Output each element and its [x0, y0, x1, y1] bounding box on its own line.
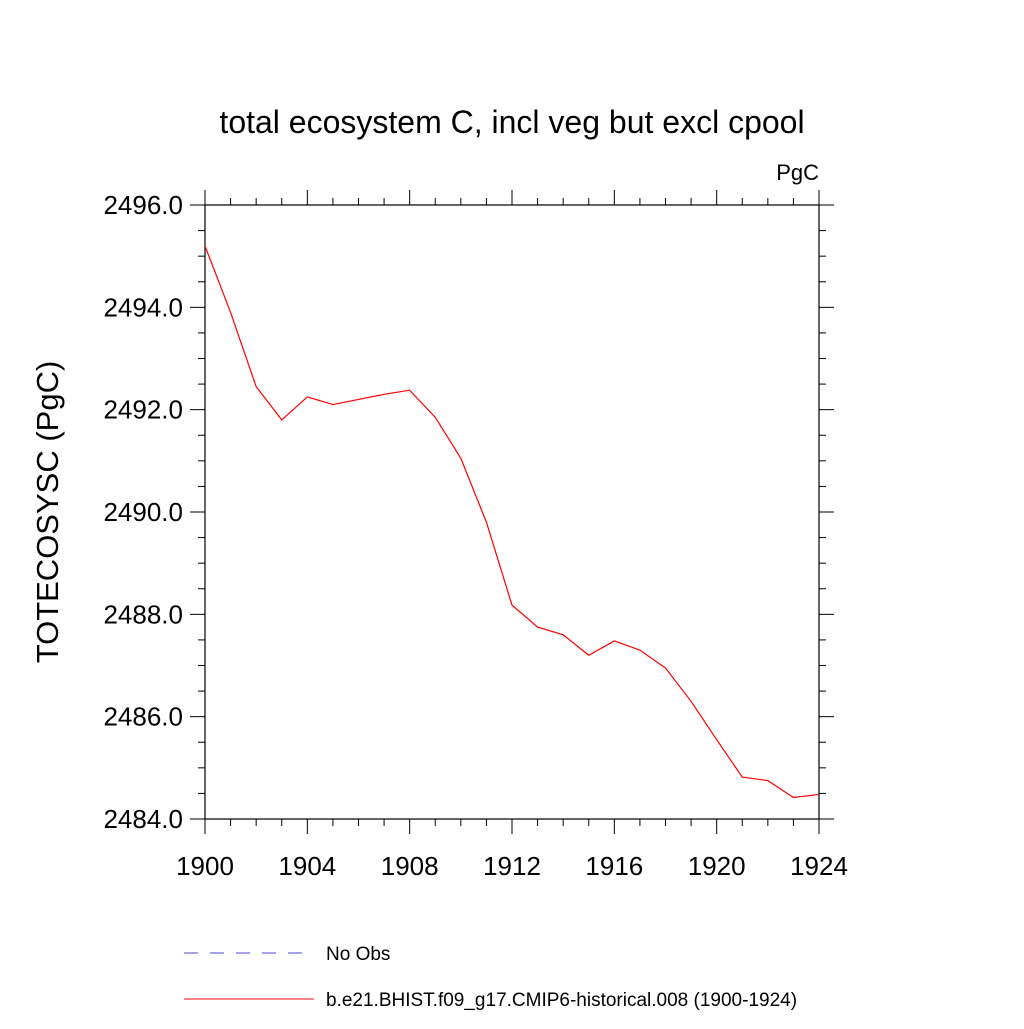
- y-tick-label: 2494.0: [103, 292, 183, 322]
- y-tick-label: 2490.0: [103, 497, 183, 527]
- y-tick-label: 2496.0: [103, 190, 183, 220]
- x-tick-label: 1912: [483, 851, 541, 881]
- x-tick-label: 1908: [381, 851, 439, 881]
- legend-label: b.e21.BHIST.f09_g17.CMIP6-historical.008…: [326, 990, 797, 1011]
- legend-label: No Obs: [326, 944, 390, 965]
- x-tick-label: 1904: [278, 851, 336, 881]
- x-tick-label: 1924: [790, 851, 848, 881]
- plot-area: 1900 1904 1908 1912 1916 1920 1924 2484.0 2486.0…: [103, 190, 848, 881]
- x-tick-label: 1900: [176, 851, 234, 881]
- y-tick-label: 2486.0: [103, 702, 183, 732]
- x-tick-label: 1920: [688, 851, 746, 881]
- y-tick-label: 2484.0: [103, 804, 183, 834]
- y-tick-label: 2488.0: [103, 599, 183, 629]
- y-axis-label: TOTECOSYSC (PgC): [30, 361, 65, 664]
- x-tick-label: 1916: [585, 851, 643, 881]
- series-line: [204, 245, 820, 799]
- chart-units: PgC: [776, 160, 819, 185]
- plot-frame: [204, 204, 820, 820]
- y-tick-label: 2492.0: [103, 395, 183, 425]
- legend: No Obs b.e21.BHIST.f09_g17.CMIP6-historic…: [184, 944, 797, 1011]
- chart-title: total ecosystem C, incl veg but excl cpo…: [219, 104, 804, 140]
